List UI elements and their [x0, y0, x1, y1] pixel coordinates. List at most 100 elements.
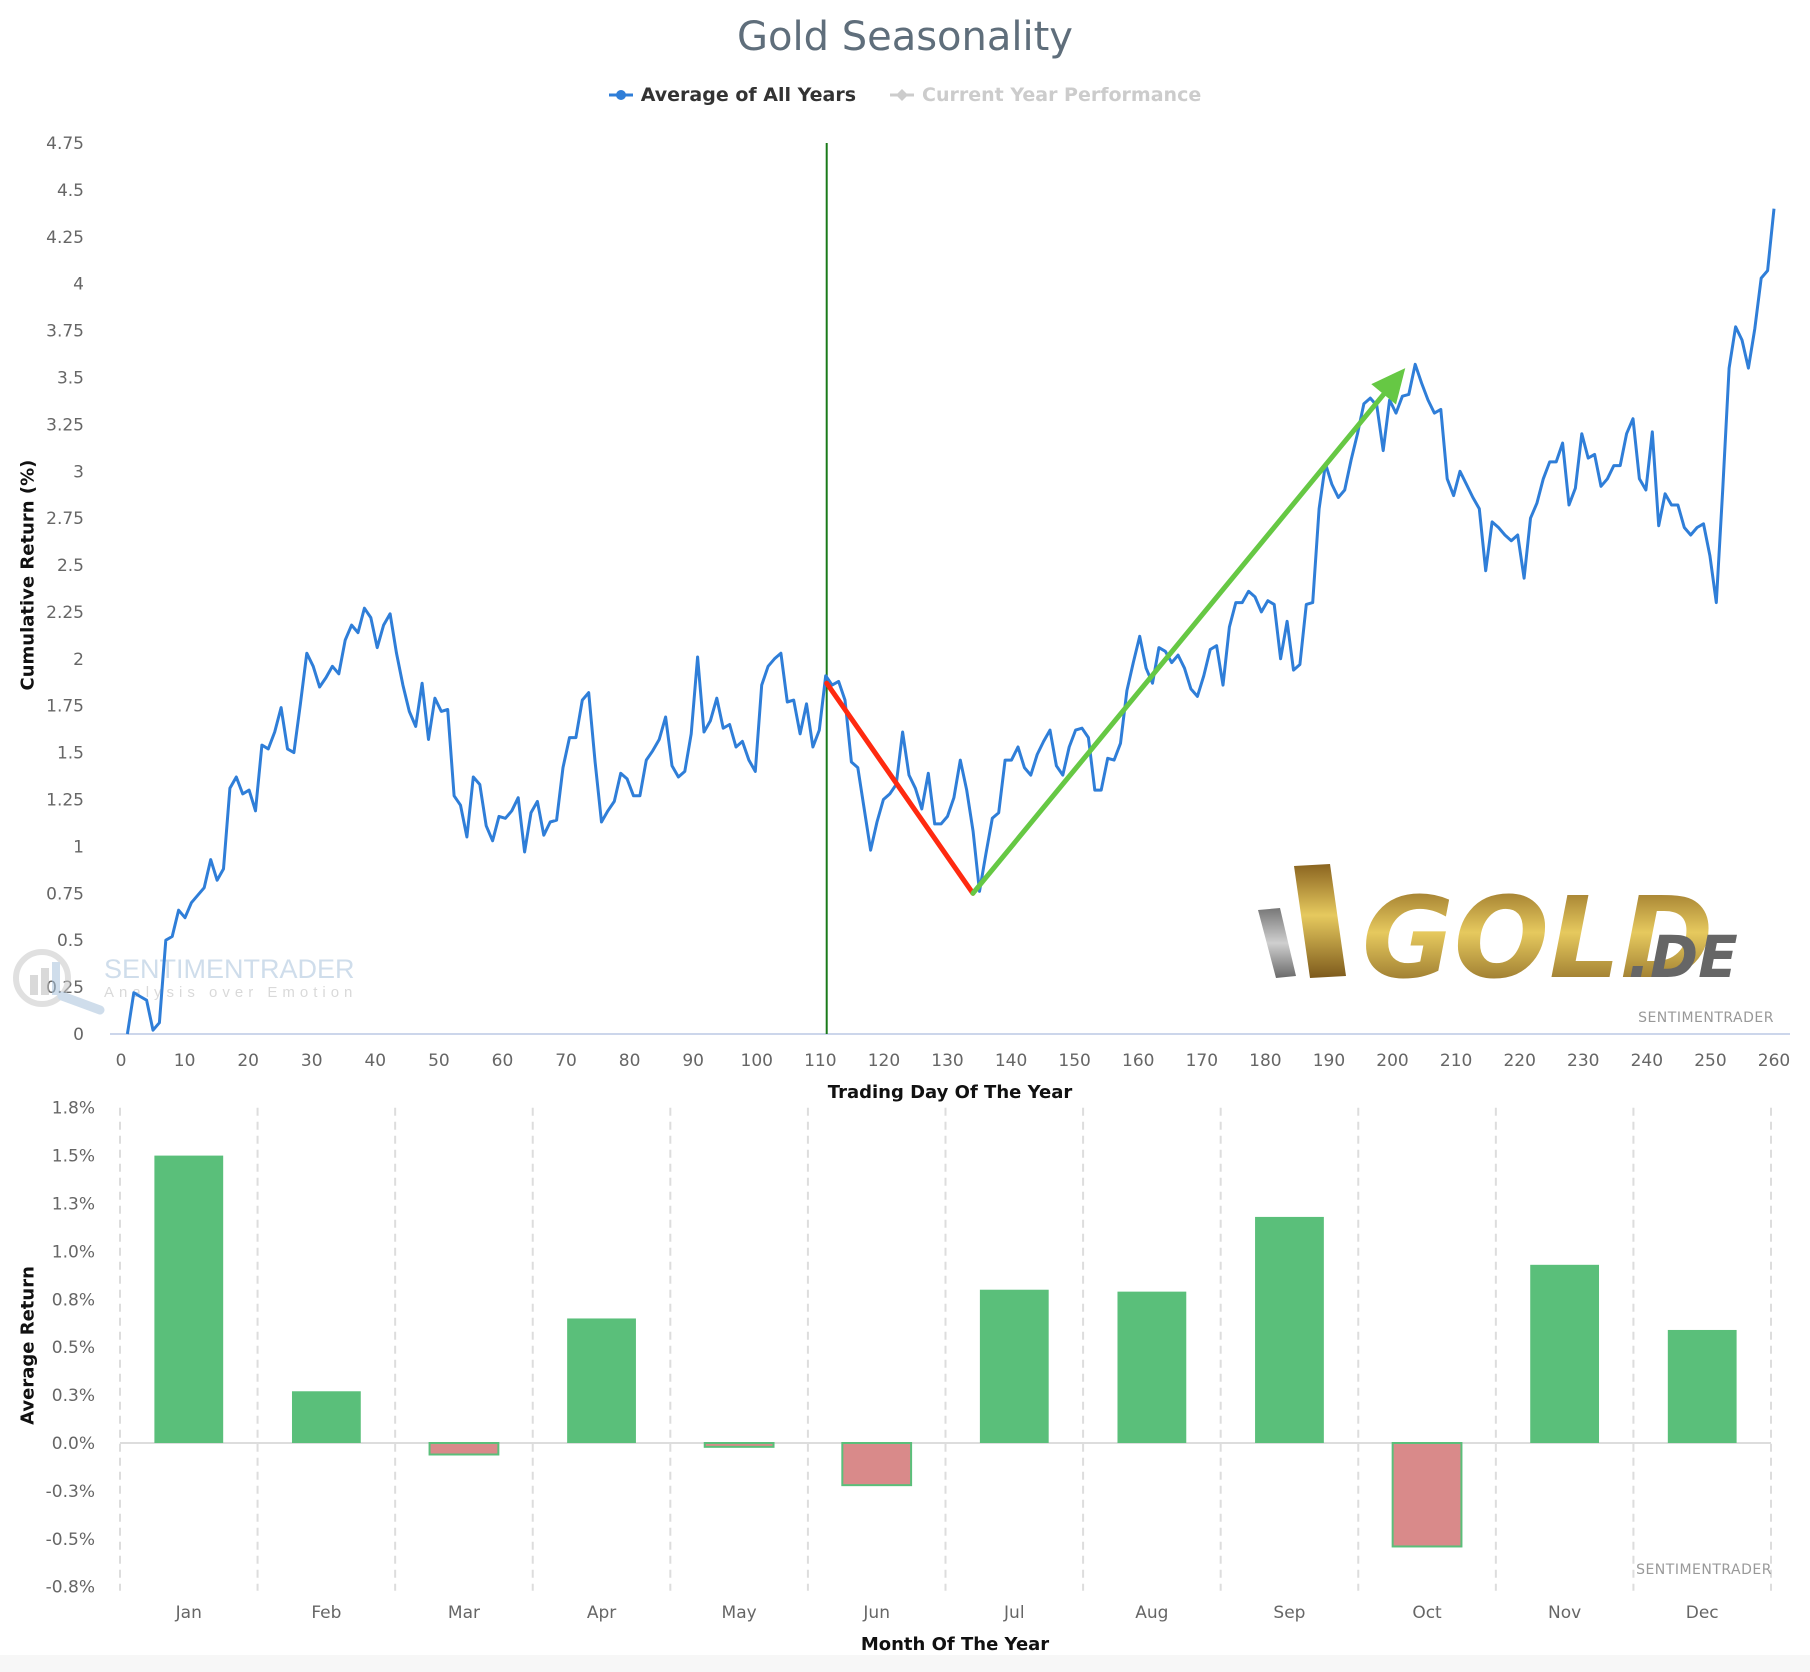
- legend-item-average[interactable]: Average of All Years: [608, 84, 856, 106]
- y-tick-label: -0.8%: [46, 1578, 95, 1598]
- x-tick-label: Jan: [175, 1603, 202, 1623]
- y-tick-label: 4.25: [46, 228, 84, 248]
- top-x-axis: 0 10 20 30 40 50 60 70 80 90 100 110 120 130 140 150 160…: [110, 1033, 1790, 1071]
- silver-bar-icon: [1258, 908, 1296, 978]
- bar-dec[interactable]: [1667, 1329, 1737, 1443]
- y-tick-label: 1.25: [46, 791, 84, 811]
- x-tick-label: 100: [741, 1051, 773, 1071]
- x-tick-label: 50: [428, 1051, 450, 1071]
- y-tick-label: 0.75: [46, 884, 84, 904]
- y-tick-label: 4: [73, 275, 84, 295]
- legend-marker-icon: [608, 90, 633, 100]
- arrowhead-icon: [1371, 368, 1406, 405]
- y-tick-label: 0: [73, 1025, 84, 1045]
- sentimentrader-logo: SENTIMENTRADER Analysis over Emotion: [13, 949, 357, 1015]
- x-tick-label: 170: [1186, 1051, 1218, 1071]
- bar-jul[interactable]: [979, 1289, 1049, 1443]
- legend-diamond-icon: [890, 89, 915, 101]
- legend-item-current-year[interactable]: Current Year Performance: [890, 84, 1201, 106]
- x-tick-label: 220: [1503, 1051, 1535, 1071]
- y-tick-label: 2.75: [46, 509, 84, 529]
- x-tick-label: Dec: [1686, 1603, 1719, 1623]
- x-tick-label: 20: [237, 1051, 259, 1071]
- y-tick-label: -0.5%: [46, 1530, 95, 1550]
- x-tick-label: 90: [682, 1051, 704, 1071]
- x-tick-label: 140: [995, 1051, 1027, 1071]
- x-tick-label: Jul: [1003, 1603, 1025, 1623]
- sentimentrader-tagline: Analysis over Emotion: [104, 984, 357, 1001]
- x-tick-label: Aug: [1135, 1603, 1168, 1623]
- down-trend-line: [824, 680, 976, 896]
- top-x-axis-title: Trading Day Of The Year: [827, 1082, 1073, 1103]
- bar-mar[interactable]: [428, 1442, 500, 1456]
- y-tick-label: 1: [73, 837, 84, 857]
- bar-nov[interactable]: [1530, 1264, 1600, 1443]
- bar-jan[interactable]: [154, 1155, 224, 1443]
- y-tick-label: 1.5%: [52, 1147, 95, 1167]
- y-tick-label: 2: [73, 650, 84, 670]
- x-tick-label: May: [722, 1603, 757, 1623]
- x-tick-label: 250: [1694, 1051, 1726, 1071]
- bar-jun[interactable]: [841, 1442, 913, 1487]
- x-tick-label: 80: [619, 1051, 641, 1071]
- x-tick-label: Mar: [448, 1603, 480, 1623]
- x-tick-label: 120: [868, 1051, 900, 1071]
- x-tick-label: 30: [301, 1051, 323, 1071]
- sentimentrader-wordmark: SENTIMENTRADER: [104, 954, 355, 984]
- bottom-x-axis: Jan Feb Mar Apr May Jun Jul Aug Sep Oct Nov Dec: [175, 1603, 1719, 1623]
- y-tick-label: 3.5: [57, 368, 84, 388]
- x-tick-label: 60: [492, 1051, 514, 1071]
- bar-feb[interactable]: [291, 1391, 361, 1443]
- y-tick-label: 4.5: [57, 181, 84, 201]
- x-tick-label: 130: [931, 1051, 963, 1071]
- bar-may[interactable]: [703, 1442, 775, 1448]
- x-tick-label: 230: [1567, 1051, 1599, 1071]
- x-tick-label: Sep: [1273, 1603, 1305, 1623]
- bottom-y-axis: -0.8% -0.5% -0.3% 0.0% 0.3% 0.5% 0.8% 1.0% 1.3% 1…: [46, 1099, 95, 1598]
- x-tick-label: 200: [1376, 1051, 1408, 1071]
- y-tick-label: 0.5%: [52, 1338, 95, 1358]
- y-tick-label: 0.3%: [52, 1386, 95, 1406]
- y-tick-label: 1.8%: [52, 1099, 95, 1119]
- x-tick-label: 240: [1631, 1051, 1663, 1071]
- top-y-axis: 00.250.50.7511.251.51.7522.252.52.7533.2…: [46, 134, 84, 1045]
- y-tick-label: 4.75: [46, 134, 84, 154]
- x-tick-label: 110: [804, 1051, 836, 1071]
- y-tick-label: 1.5: [57, 744, 84, 764]
- bar-sep[interactable]: [1255, 1216, 1324, 1443]
- magnifier-icon: [13, 949, 71, 1007]
- bar-oct[interactable]: [1391, 1442, 1463, 1548]
- x-tick-label: 0: [116, 1051, 127, 1071]
- y-tick-label: 3.25: [46, 415, 84, 435]
- x-tick-label: 150: [1058, 1051, 1090, 1071]
- x-tick-label: 70: [555, 1051, 577, 1071]
- de-wordmark: .DE: [1628, 923, 1738, 991]
- gold-wordmark: GOLD: [1362, 874, 1713, 1004]
- average-line-series[interactable]: [125, 208, 1776, 1035]
- gold-de-logo: GOLD .DE: [1258, 864, 1738, 1004]
- x-tick-label: 190: [1313, 1051, 1345, 1071]
- x-tick-label: 260: [1758, 1051, 1790, 1071]
- bar-apr[interactable]: [567, 1318, 636, 1443]
- up-trend-arrow: [970, 391, 1387, 896]
- bottom-x-axis-title: Month Of The Year: [860, 1634, 1050, 1655]
- x-tick-label: Apr: [587, 1603, 616, 1623]
- y-tick-label: 0.0%: [52, 1434, 95, 1454]
- footer-band: [0, 1655, 1810, 1672]
- y-tick-label: 1.3%: [52, 1195, 95, 1215]
- x-tick-label: 40: [364, 1051, 386, 1071]
- bottom-grid: [119, 1107, 1772, 1591]
- y-tick-label: 1.0%: [52, 1242, 95, 1262]
- chart-title: Gold Seasonality: [737, 14, 1073, 60]
- x-tick-label: Jun: [862, 1603, 890, 1623]
- y-tick-label: 2.25: [46, 603, 84, 623]
- x-tick-label: Feb: [311, 1603, 341, 1623]
- x-tick-label: 210: [1440, 1051, 1472, 1071]
- y-tick-label: 0.5: [57, 931, 84, 951]
- y-tick-label: 0.8%: [52, 1290, 95, 1310]
- y-tick-label: 3: [73, 462, 84, 482]
- bar-aug[interactable]: [1117, 1291, 1187, 1443]
- y-tick-label: -0.3%: [46, 1482, 95, 1502]
- legend: Average of All Years Current Year Perfor…: [0, 84, 1810, 106]
